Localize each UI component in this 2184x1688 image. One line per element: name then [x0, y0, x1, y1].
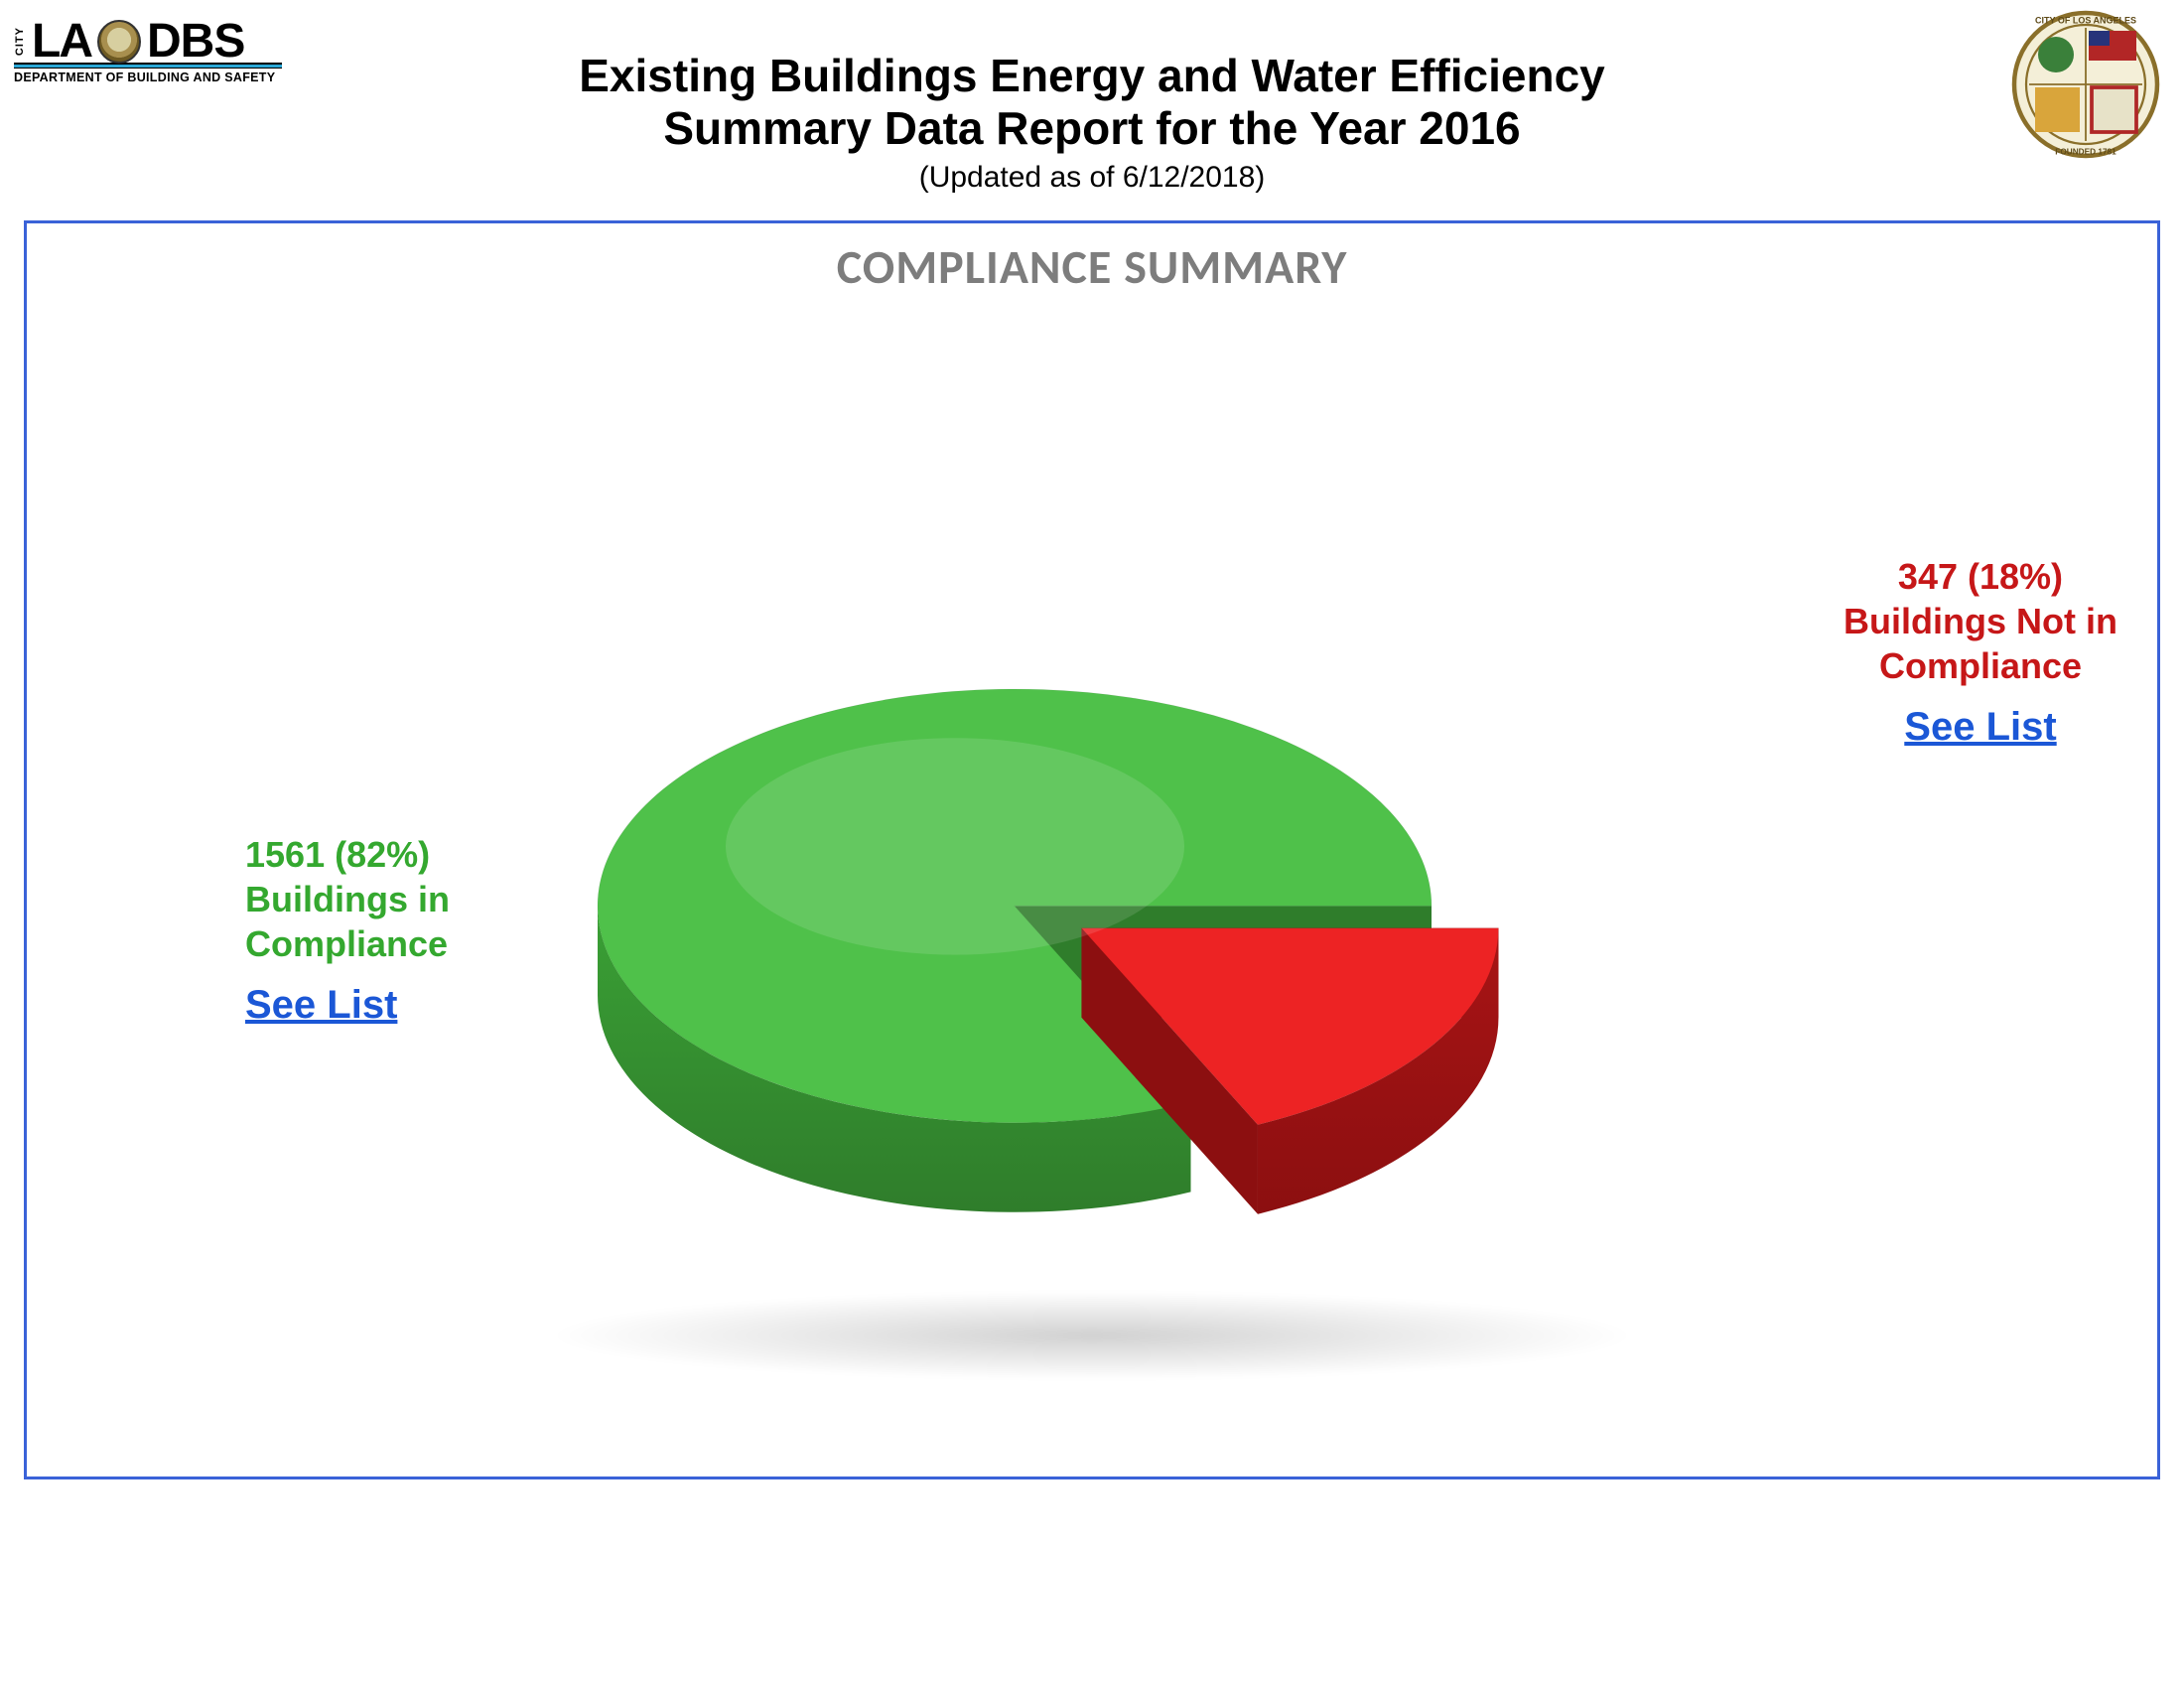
svg-text:CITY OF LOS ANGELES: CITY OF LOS ANGELES [2035, 16, 2136, 26]
not-in-compliance-desc2: Compliance [1843, 643, 2117, 688]
in-compliance-desc1: Buildings in [245, 877, 450, 921]
in-compliance-desc2: Compliance [245, 921, 450, 966]
in-compliance-see-list-link[interactable]: See List [245, 980, 397, 1030]
not-in-compliance-desc1: Buildings Not in [1843, 599, 2117, 643]
not-in-compliance-label: 347 (18%) Buildings Not in Compliance Se… [1843, 554, 2117, 752]
compliance-summary-panel: COMPLIANCE SUMMARY 1561 (82%) Buildings … [24, 220, 2160, 1479]
report-title-line2: Summary Data Report for the Year 2016 [24, 102, 2160, 155]
not-in-compliance-count: 347 (18%) [1843, 554, 2117, 599]
report-header: Existing Buildings Energy and Water Effi… [24, 20, 2160, 195]
ladbs-logo: CITY LA DBS DEPARTMENT OF BUILDING AND S… [14, 14, 282, 84]
in-compliance-count: 1561 (82%) [245, 832, 450, 877]
logo-la-text: LA [32, 14, 91, 69]
in-compliance-label: 1561 (82%) Buildings in Compliance See L… [245, 832, 450, 1030]
city-seal-icon: CITY OF LOS ANGELES FOUNDED 1781 [2011, 10, 2160, 159]
logo-department-text: DEPARTMENT OF BUILDING AND SAFETY [14, 70, 282, 84]
compliance-pie-chart [447, 564, 1737, 1378]
page: CITY LA DBS DEPARTMENT OF BUILDING AND S… [0, 0, 2184, 1688]
logo-city-text: CITY [14, 27, 26, 56]
report-title-line1: Existing Buildings Energy and Water Effi… [24, 50, 2160, 102]
mini-seal-icon [97, 20, 141, 64]
not-in-compliance-see-list-link[interactable]: See List [1904, 702, 2056, 752]
chart-area: 1561 (82%) Buildings in Compliance See L… [27, 296, 2157, 1460]
report-subtitle: (Updated as of 6/12/2018) [24, 161, 2160, 195]
panel-title: COMPLIANCE SUMMARY [27, 237, 2157, 296]
svg-text:FOUNDED 1781: FOUNDED 1781 [2055, 148, 2116, 157]
logo-dbs-text: DBS [147, 14, 244, 69]
